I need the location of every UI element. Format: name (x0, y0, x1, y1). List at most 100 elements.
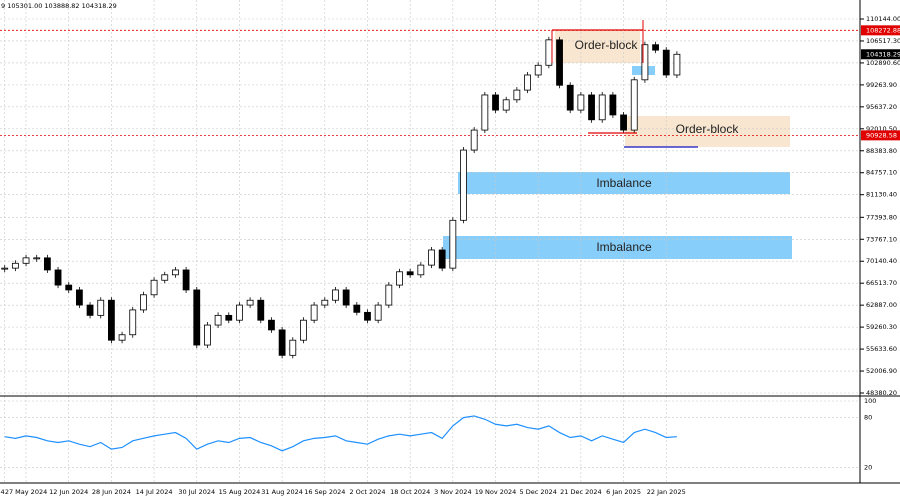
x-tick-label: 16 Sep 2024 (304, 488, 345, 496)
candle (566, 84, 574, 111)
candle (545, 39, 553, 66)
candle (620, 114, 627, 131)
y-tick-label: 66513.70 (866, 279, 897, 287)
zone-lines (551, 20, 698, 148)
imbalance-zone (458, 172, 790, 194)
y-tick-label: 102890.60 (866, 59, 900, 67)
candle (246, 299, 254, 306)
candle (150, 279, 158, 296)
x-tick-label: 31 Aug 2024 (261, 488, 303, 496)
candle (182, 269, 190, 291)
candle (161, 274, 169, 281)
candle (609, 94, 617, 116)
annotation: Imbalance (596, 176, 652, 190)
candle (577, 94, 585, 111)
candle (502, 99, 510, 111)
candle (129, 309, 137, 336)
candle (588, 94, 595, 121)
candle (11, 262, 19, 269)
level-label: 108272.88 (866, 26, 900, 34)
candle (364, 311, 371, 321)
annotation: Order-block (575, 38, 639, 52)
chart-title: 9 105301.00 103888.82 104318.29 (1, 2, 117, 10)
candle (225, 314, 233, 321)
candle (22, 257, 30, 264)
candle (662, 49, 670, 76)
x-tick-label: 27 May 2024 (5, 488, 47, 496)
candle (652, 44, 659, 51)
y-tick-label: 80 (864, 414, 872, 422)
x-tick-label: 6 Jan 2025 (606, 488, 641, 496)
x-tick-label: 30 Jul 2024 (178, 488, 215, 496)
annotation: Order-block (676, 122, 740, 136)
y-tick-label: 100 (864, 397, 876, 405)
x-tick-label: 15 Aug 2024 (219, 488, 261, 496)
candle (321, 299, 329, 306)
y-tick-label: 81130.40 (866, 191, 897, 199)
candle (374, 304, 382, 321)
order-block-zone (555, 30, 640, 63)
x-tick-label: 19 Nov 2024 (475, 488, 517, 496)
candle (97, 299, 105, 316)
x-tick-label: 4 (1, 488, 5, 496)
candle (278, 329, 286, 356)
y-tick-label: 70140.40 (866, 257, 897, 265)
candle (65, 284, 73, 291)
y-tick-label: 52006.90 (866, 367, 897, 375)
candle (641, 44, 649, 81)
candle (406, 271, 414, 276)
x-tick-label: 5 Dec 2024 (520, 488, 557, 496)
imbalance-zone (443, 236, 792, 259)
candle (204, 324, 211, 346)
candle (438, 249, 446, 269)
candle (449, 219, 457, 269)
x-tick-label: 3 Nov 2024 (434, 488, 472, 496)
y-tick-label: 59260.30 (866, 323, 897, 331)
x-tick-label: 2 Oct 2024 (349, 488, 385, 496)
annotation: Imbalance (596, 240, 652, 254)
candle (598, 94, 606, 121)
candle (1, 267, 9, 270)
candle (460, 149, 467, 221)
y-tick-label: 92010.50 (866, 125, 897, 133)
indicator-line (4, 415, 677, 452)
y-tick-label: 106517.30 (866, 37, 900, 45)
candle (118, 334, 126, 341)
y-tick-label: 99263.90 (866, 81, 897, 89)
candle (534, 64, 542, 76)
candle (396, 271, 403, 286)
y-tick-label: 110144.00 (866, 15, 900, 23)
candle (428, 249, 435, 266)
candle (332, 289, 339, 301)
y-tick-label: 77393.80 (866, 213, 897, 221)
y-tick-label: 20 (864, 463, 872, 471)
level-label-bg (861, 25, 900, 36)
candle (140, 294, 147, 311)
y-tick-label: 73767.10 (866, 235, 897, 243)
y-tick-label: 62887.00 (866, 301, 897, 309)
candle (300, 319, 307, 341)
candle (417, 264, 425, 276)
x-tick-label: 22 Jan 2025 (647, 488, 686, 496)
candle (342, 289, 350, 306)
last-price-label: 104318.29 (866, 50, 900, 58)
candle (470, 129, 478, 151)
candle (108, 299, 115, 341)
candle (43, 257, 51, 271)
y-tick-label: 55633.60 (866, 345, 897, 353)
candle (214, 314, 222, 326)
y-tick-label: 95637.20 (866, 103, 897, 111)
x-tick-label: 12 Jun 2024 (49, 488, 88, 496)
candle (86, 304, 94, 316)
x-tick-label: 18 Oct 2024 (390, 488, 430, 496)
candle (524, 74, 531, 91)
y-tick-label: 48380.20 (866, 389, 897, 397)
last-price-bg (861, 49, 900, 60)
x-tick-label: 28 Jun 2024 (92, 488, 131, 496)
candle (353, 304, 361, 313)
candle (75, 289, 83, 306)
order-block-zone (625, 116, 790, 147)
candle (257, 299, 265, 321)
x-tick-label: 14 Jul 2024 (136, 488, 173, 496)
